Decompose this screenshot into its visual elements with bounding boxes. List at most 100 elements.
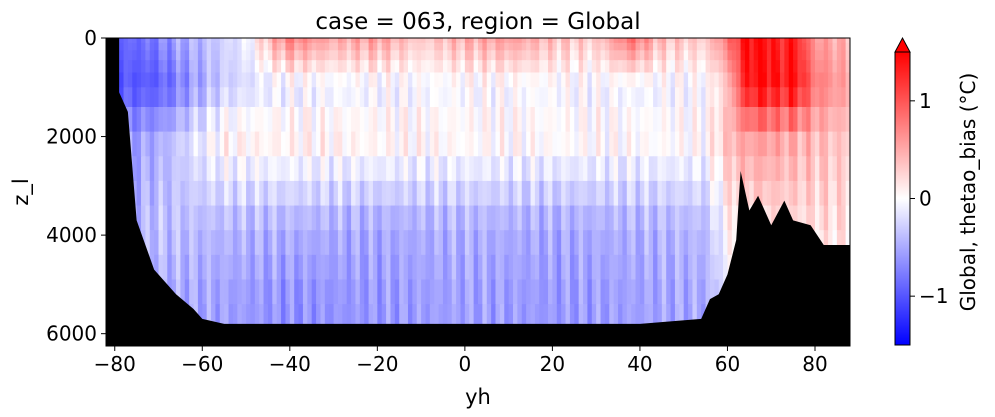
heatmap-cell	[797, 106, 803, 133]
heatmap-cell	[311, 180, 317, 207]
heatmap-cell	[434, 279, 440, 305]
heatmap-cell	[596, 180, 602, 207]
heatmap-cell	[359, 131, 365, 157]
heatmap-cell	[631, 304, 637, 325]
heatmap-cell	[648, 230, 654, 256]
heatmap-cell	[841, 230, 847, 256]
heatmap-cell	[442, 72, 448, 88]
heatmap-cell	[425, 180, 431, 207]
heatmap-cell	[346, 279, 352, 305]
heatmap-cell	[543, 106, 549, 133]
heatmap-cell	[429, 87, 435, 108]
heatmap-cell	[591, 304, 597, 325]
heatmap-cell	[740, 131, 746, 157]
heatmap-cell	[241, 50, 247, 61]
heatmap-cell	[149, 87, 155, 108]
heatmap-cell	[784, 50, 790, 61]
heatmap-cell	[237, 72, 243, 88]
heatmap-cell	[499, 87, 505, 108]
heatmap-cell	[149, 42, 155, 51]
heatmap-cell	[294, 72, 300, 88]
heatmap-cell	[381, 279, 387, 305]
heatmap-cell	[329, 254, 335, 281]
heatmap-cell	[832, 72, 838, 88]
heatmap-cell	[211, 205, 217, 231]
heatmap-cell	[368, 106, 374, 133]
heatmap-cell	[552, 38, 558, 44]
heatmap-cell	[517, 50, 523, 61]
heatmap-cell	[788, 106, 794, 133]
heatmap-cell	[543, 87, 549, 108]
heatmap-cell	[762, 106, 768, 133]
heatmap-cell	[534, 60, 540, 74]
heatmap-cell	[670, 72, 676, 88]
heatmap-cell	[386, 156, 392, 182]
heatmap-cell	[482, 50, 488, 61]
heatmap-cell	[447, 156, 453, 182]
heatmap-cell	[211, 131, 217, 157]
heatmap-cell	[499, 254, 505, 281]
heatmap-cell	[372, 156, 378, 182]
heatmap-cell	[158, 50, 164, 61]
heatmap-cell	[793, 42, 799, 51]
heatmap-cell	[688, 304, 694, 325]
heatmap-cell	[307, 156, 313, 182]
heatmap-cell	[272, 50, 278, 61]
heatmap-cell	[167, 205, 173, 231]
heatmap-cell	[176, 230, 181, 256]
heatmap-cell	[513, 38, 518, 44]
heatmap-cell	[202, 254, 208, 281]
heatmap-cell	[674, 254, 680, 281]
heatmap-cell	[298, 38, 304, 44]
x-tick-label: −80	[94, 352, 136, 376]
heatmap-cell	[806, 42, 812, 51]
heatmap-cell	[219, 87, 225, 108]
heatmap-cell	[521, 131, 527, 157]
heatmap-cell	[359, 38, 365, 44]
heatmap-cell	[486, 205, 492, 231]
heatmap-cell	[701, 205, 707, 231]
heatmap-cell	[451, 180, 457, 207]
heatmap-cell	[841, 131, 847, 157]
heatmap-cell	[814, 180, 820, 207]
heatmap-cell	[679, 180, 685, 207]
heatmap-cell	[775, 60, 781, 74]
heatmap-cell	[688, 131, 694, 157]
heatmap-cell	[324, 60, 330, 74]
heatmap-cell	[836, 156, 842, 182]
heatmap-cell	[478, 156, 483, 182]
heatmap-cell	[267, 87, 273, 108]
heatmap-cell	[145, 230, 151, 256]
heatmap-cell	[648, 50, 654, 61]
heatmap-cell	[548, 87, 553, 108]
heatmap-cell	[425, 230, 431, 256]
heatmap-cell	[259, 60, 265, 74]
heatmap-cell	[469, 205, 475, 231]
heatmap-cell	[136, 42, 142, 51]
heatmap-cell	[167, 87, 173, 108]
heatmap-cell	[661, 87, 667, 108]
heatmap-cell	[246, 106, 252, 133]
heatmap-cell	[228, 42, 234, 51]
heatmap-cell	[285, 38, 291, 44]
heatmap-cell	[267, 72, 273, 88]
heatmap-cell	[819, 50, 825, 61]
heatmap-cell	[683, 50, 689, 61]
heatmap-cell	[197, 131, 203, 157]
heatmap-cell	[604, 180, 610, 207]
heatmap-cell	[162, 131, 168, 157]
heatmap-cell	[316, 279, 322, 305]
heatmap-cell	[749, 156, 755, 182]
heatmap-cell	[574, 38, 580, 44]
heatmap-cell	[346, 72, 352, 88]
heatmap-cell	[460, 230, 466, 256]
heatmap-cell	[119, 72, 125, 88]
heatmap-cell	[254, 180, 260, 207]
heatmap-cell	[526, 106, 532, 133]
heatmap-cell	[548, 156, 553, 182]
heatmap-cell	[311, 254, 317, 281]
heatmap-cell	[569, 60, 575, 74]
heatmap-cell	[324, 205, 330, 231]
heatmap-cell	[688, 38, 694, 44]
heatmap-cell	[316, 60, 322, 74]
